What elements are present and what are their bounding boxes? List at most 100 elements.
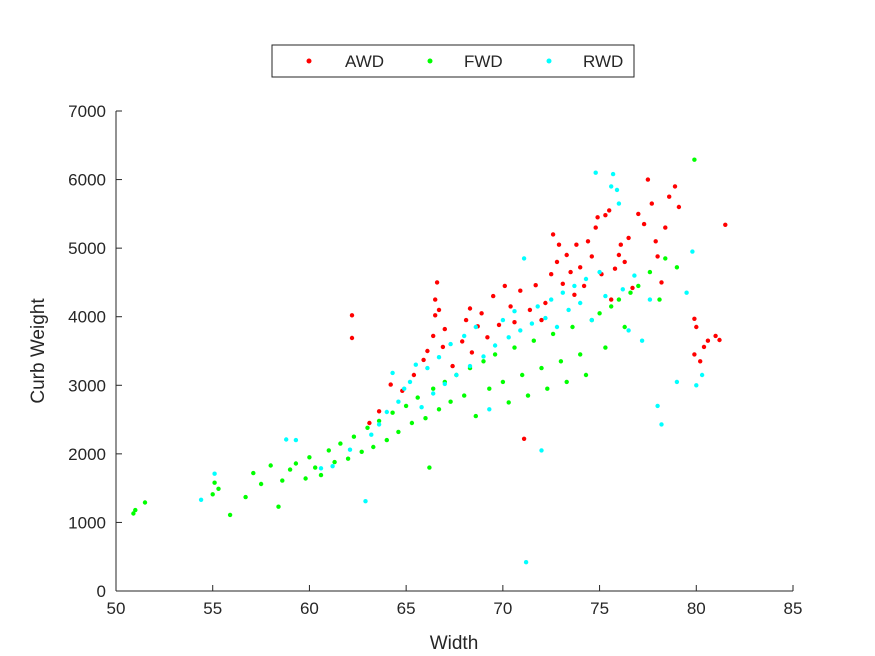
data-point-awd [585,239,591,244]
data-point-rwd [442,381,447,387]
data-point-rwd [610,171,616,177]
data-point-awd [593,225,598,230]
data-point-fwd [597,311,602,316]
data-point-rwd [529,321,535,326]
y-axis-label: Curb Weight [28,298,49,404]
data-point-awd [467,306,473,311]
data-point-rwd [603,293,608,299]
plot-points [131,157,728,565]
data-point-awd [533,283,538,288]
x-tick-label: 75 [590,599,609,618]
data-point-awd [564,252,569,258]
data-point-fwd [492,352,498,357]
data-point-fwd [578,352,583,357]
data-point-fwd [520,372,525,378]
data-point-awd [659,280,664,285]
data-point-rwd [659,422,664,427]
data-point-fwd [251,470,256,476]
data-point-fwd [131,511,136,516]
data-point-fwd [371,444,376,450]
data-point-rwd [597,269,602,275]
data-point-rwd [376,422,382,427]
data-point-rwd [539,448,544,453]
data-point-fwd [609,304,614,309]
data-point-fwd [390,410,395,415]
x-tick-label: 55 [203,599,222,618]
data-point-awd [649,201,654,206]
data-point-awd [450,363,455,369]
data-point-rwd [535,304,540,309]
data-point-rwd [413,362,418,367]
y-tick-label: 7000 [68,102,106,121]
legend-label-fwd: FWD [464,52,503,71]
y-tick-label: 5000 [68,239,106,258]
data-point-awd [667,194,672,199]
data-point-fwd [525,393,531,398]
data-point-awd [512,320,517,325]
data-point-fwd [531,338,536,343]
legend-marker-rwd [546,58,552,64]
data-point-rwd [402,386,407,391]
data-point-awd [539,317,544,323]
data-point-rwd [284,437,289,442]
data-point-awd [607,208,612,213]
data-point-awd [609,297,614,302]
data-point-fwd [550,331,556,337]
data-point-awd [616,252,622,258]
data-point-rwd [674,379,680,385]
data-point-rwd [293,437,299,443]
data-point-rwd [566,307,571,313]
data-point-awd [568,269,573,275]
data-point-fwd [409,420,415,426]
data-point-fwd [647,269,653,275]
data-point-rwd [655,403,660,409]
data-point-fwd [583,372,589,378]
data-point-awd [595,215,600,220]
data-point-rwd [330,464,335,469]
y-tick-label: 1000 [68,513,106,532]
data-point-rwd [318,466,324,471]
data-point-rwd [454,372,459,378]
data-point-rwd [593,170,598,175]
data-point-rwd [384,409,389,415]
data-point-awd [434,280,440,285]
data-point-awd [554,259,560,265]
legend-box [271,44,635,78]
data-point-rwd [626,328,631,333]
data-point-awd [436,307,442,313]
legend-marker-awd [306,58,312,64]
y-tick-label: 4000 [68,308,106,327]
data-point-awd [556,242,562,247]
data-point-awd [578,265,583,270]
data-point-fwd [227,512,233,518]
data-point-awd [349,313,355,318]
data-point-rwd [699,372,705,378]
data-point-rwd [578,300,583,306]
data-point-fwd [403,403,409,409]
data-point-fwd [359,449,364,454]
data-point-awd [698,359,703,364]
data-point-awd [421,357,426,363]
data-point-rwd [690,249,695,254]
data-point-fwd [212,480,217,485]
data-point-rwd [694,383,699,388]
data-point-fwd [674,265,680,270]
data-point-awd [672,184,678,189]
data-point-fwd [622,324,627,330]
data-point-rwd [632,273,637,278]
data-point-awd [376,409,382,414]
data-point-rwd [521,256,527,261]
data-point-awd [508,304,513,309]
data-point-rwd [481,354,486,359]
data-point-fwd [345,456,351,461]
data-point-fwd [570,324,575,330]
data-point-fwd [276,504,281,509]
data-point-fwd [287,467,293,472]
data-point-fwd [431,386,436,391]
data-point-fwd [338,441,343,446]
data-point-awd [433,297,438,302]
data-point-awd [550,232,556,237]
data-point-fwd [351,434,357,439]
data-point-awd [701,344,707,350]
axis-ticks: 50 55 60 65 70 75 80 85 0 1000 2000 3000 4000 5000 600… [68,102,802,618]
